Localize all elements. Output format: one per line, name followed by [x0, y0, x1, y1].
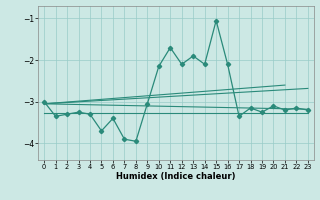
X-axis label: Humidex (Indice chaleur): Humidex (Indice chaleur)	[116, 172, 236, 181]
